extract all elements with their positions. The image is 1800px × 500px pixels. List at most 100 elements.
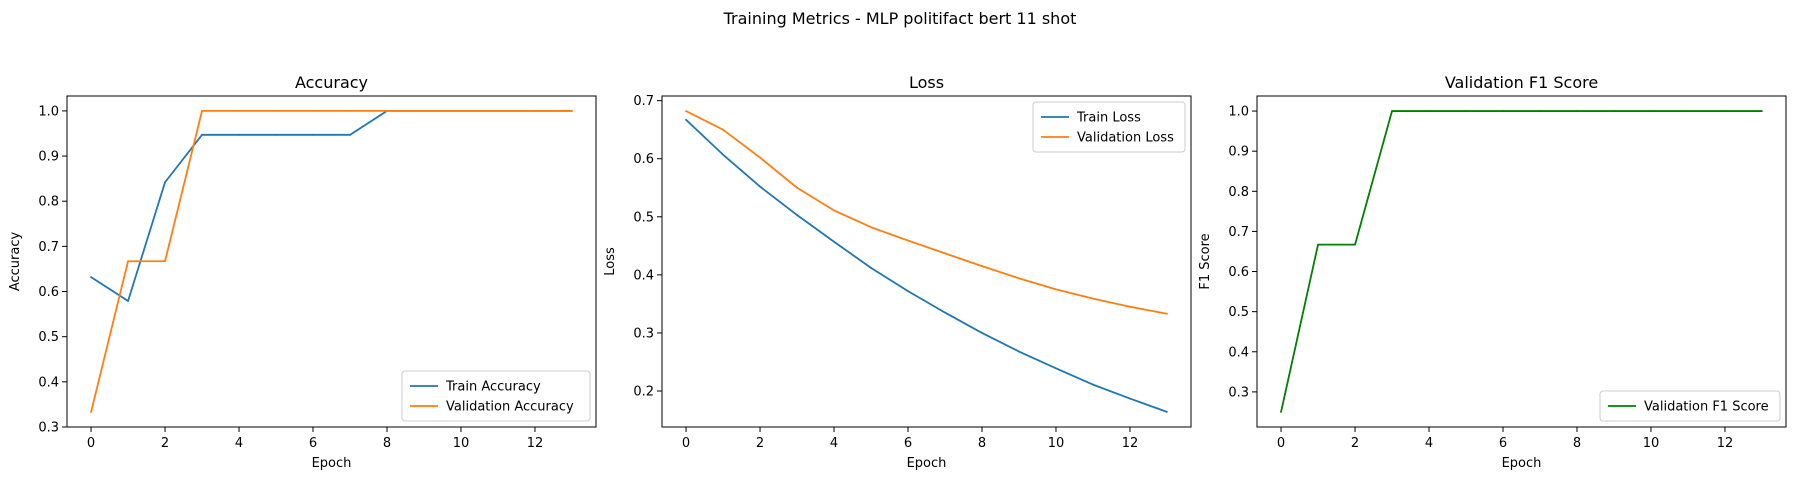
x-tick-label: 6 [309,436,317,451]
x-tick-label: 6 [904,436,912,451]
x-axis-label: Epoch [907,456,947,471]
plot-frame [1256,95,1787,428]
data-point [1280,411,1282,413]
x-tick-label: 4 [235,436,243,451]
y-tick-label: 0.3 [38,421,59,436]
data-point [1018,350,1020,353]
subplot-2: 0 2 4 6 8 10 12 0.2 0.3 0.4 0.5 0.6 0.7 Loss Epoch Loss… [603,73,1192,471]
data-point [164,181,166,184]
data-point [722,128,724,131]
data-point [870,226,872,229]
data-point [164,260,166,263]
subplot-title: Accuracy [295,73,368,92]
x-tick-label: 8 [383,436,391,451]
y-tick-label: 0.4 [633,268,654,283]
x-tick-label: 10 [1048,436,1065,451]
legend-label: Train Accuracy [445,380,541,395]
data-point [1129,397,1131,400]
series-line-2 [90,110,572,413]
legend-label: Train Loss [1076,111,1141,126]
plot-frame [66,95,597,428]
x-tick-label: 10 [1643,436,1660,451]
data-point [1428,110,1430,112]
data-point [833,240,835,243]
data-point [981,332,983,334]
y-tick-label: 0.5 [633,210,654,225]
data-point [759,185,761,188]
data-point [907,239,909,242]
y-tick-label: 0.8 [1228,185,1249,200]
data-point [981,265,983,268]
x-tick-label: 8 [1573,436,1581,451]
y-tick-label: 0.6 [633,152,654,167]
x-tick-label: 8 [978,436,986,451]
x-tick-label: 2 [161,436,169,451]
series-line-1 [685,119,1168,413]
y-tick-label: 0.7 [1228,225,1249,240]
y-tick-label: 0.6 [1228,265,1249,280]
y-tick-label: 0.8 [38,195,59,210]
data-point [312,133,314,136]
y-tick-label: 1.0 [38,104,59,119]
data-point [833,209,835,212]
series-line-2 [685,110,1168,315]
legend: Train Accuracy Validation Accuracy [401,370,591,422]
legend-box [1599,390,1781,422]
data-point [571,110,573,112]
data-point [759,156,761,159]
legend-box [401,370,591,422]
data-point [1391,110,1393,112]
legend-label: Validation Accuracy [446,400,574,415]
plot-frame [661,95,1192,428]
data-point [238,133,240,136]
data-point [534,110,536,112]
x-tick-label: 12 [1717,436,1734,451]
x-tick-label: 2 [1351,436,1359,451]
data-point [1613,110,1615,112]
y-tick-label: 0.4 [38,375,59,390]
legend-label: Validation Loss [1077,131,1174,146]
y-tick-label: 1.0 [1228,105,1249,120]
data-point [1092,383,1094,386]
legend-label: Validation F1 Score [1644,400,1769,415]
x-axis-label: Epoch [1502,456,1542,471]
data-point [1055,367,1057,370]
data-point [1018,277,1020,280]
data-point [349,110,351,112]
y-axis-label: Accuracy [8,232,23,292]
data-point [275,110,277,112]
data-point [349,133,351,136]
y-tick-label: 0.3 [1228,385,1249,400]
y-tick-label: 0.3 [633,326,654,341]
y-tick-label: 0.2 [633,384,654,399]
data-point [386,110,388,112]
data-point [685,118,687,121]
data-point [90,411,92,413]
x-tick-label: 12 [527,436,544,451]
data-point [1166,411,1168,413]
data-point [90,276,92,278]
data-point [796,214,798,216]
data-point [1502,110,1504,112]
x-tick-label: 10 [453,436,470,451]
data-point [907,290,909,293]
data-point [127,300,129,302]
data-point [944,311,946,314]
data-point [870,266,872,269]
data-point [201,133,203,136]
x-tick-label: 2 [756,436,764,451]
data-point [1354,243,1356,246]
data-point [944,252,946,255]
y-tick-label: 0.5 [1228,305,1249,320]
subplot-title: Validation F1 Score [1445,73,1598,92]
data-point [722,153,724,156]
figure-suptitle: Training Metrics - MLP politifact bert 1… [723,9,1077,28]
x-tick-label: 4 [1425,436,1433,451]
x-tick-label: 4 [830,436,838,451]
data-point [238,110,240,112]
subplot-1: 0 2 4 6 8 10 12 0.3 0.4 0.5 0.6 0.7 0.8 0.9 1.0 Accurac… [8,73,597,471]
data-point [1576,110,1578,112]
data-point [796,186,798,189]
data-point [423,110,425,112]
